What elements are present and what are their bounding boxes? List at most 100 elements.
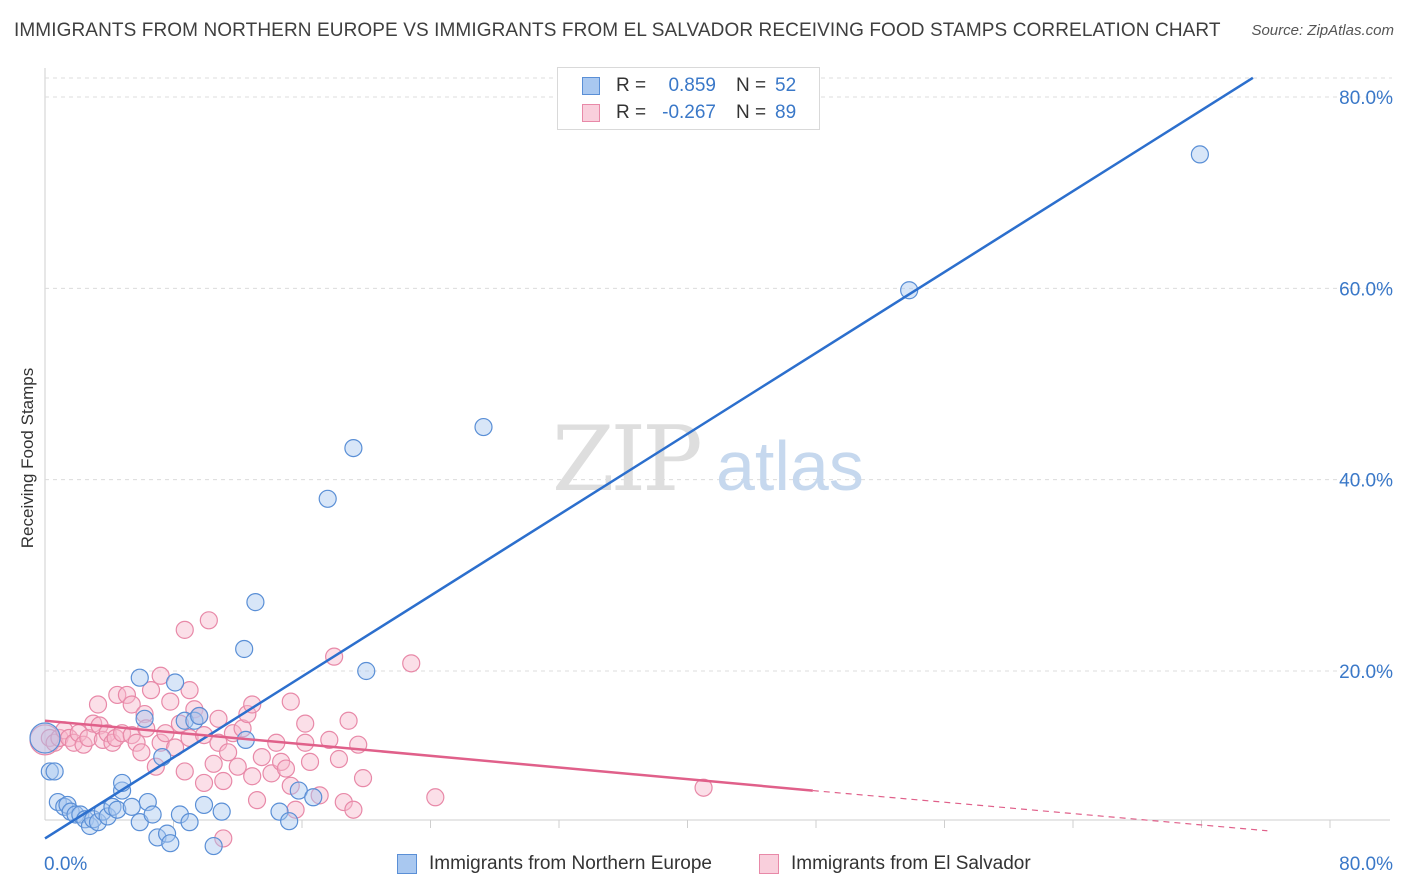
point-el-salvador xyxy=(117,685,137,705)
bottom-legend-northern-europe: Immigrants from Northern Europe xyxy=(397,852,712,876)
point-northern-europe xyxy=(270,802,289,821)
point-el-salvador xyxy=(180,681,199,700)
point-el-salvador xyxy=(141,681,161,700)
point-northern-europe xyxy=(246,593,265,612)
point-el-salvador xyxy=(310,786,329,805)
x-tick-label: 0.0% xyxy=(44,854,87,875)
point-northern-europe xyxy=(190,706,209,726)
point-el-salvador xyxy=(135,704,154,724)
point-northern-europe xyxy=(135,709,154,728)
trend-line-el-salvador-extension xyxy=(812,789,1268,832)
legend-n-value: 52 xyxy=(775,75,797,96)
legend-n-label: N = xyxy=(736,102,767,123)
source-label: Source: ZipAtlas.com xyxy=(1251,22,1394,39)
y-tick-label: 60.0% xyxy=(1339,279,1393,300)
point-el-salvador xyxy=(214,829,233,848)
point-el-salvador xyxy=(276,759,296,778)
y-tick-labels: 20.0% 40.0% 60.0% 80.0% xyxy=(1339,88,1393,683)
point-northern-europe xyxy=(29,722,61,754)
bottom-legend-label: Immigrants from El Salvador xyxy=(791,853,1031,874)
point-northern-europe xyxy=(280,812,299,831)
point-el-salvador xyxy=(247,791,267,810)
watermark-zip: ZIP xyxy=(552,407,700,512)
point-el-salvador xyxy=(334,792,353,812)
point-el-salvador xyxy=(252,747,271,767)
x-tick-labels: 0.0% 80.0% xyxy=(44,854,1393,875)
point-el-salvador xyxy=(199,611,218,630)
point-el-salvador xyxy=(127,733,146,752)
point-northern-europe xyxy=(88,813,108,832)
legend-n-label: N = xyxy=(736,75,767,96)
point-northern-europe xyxy=(122,797,141,816)
legend-r-value: 0.859 xyxy=(668,75,716,96)
point-el-salvador xyxy=(194,773,214,793)
point-northern-europe xyxy=(204,836,223,856)
point-northern-europe xyxy=(1190,145,1209,164)
point-northern-europe xyxy=(130,668,149,687)
bottom-legend-swatch-blue xyxy=(397,854,417,874)
point-el-salvador xyxy=(233,719,252,738)
point-northern-europe xyxy=(108,800,127,819)
correlation-legend: R = 0.859 N = 52 R = -0.267 N = 89 xyxy=(557,67,820,130)
trend-line-el-salvador xyxy=(44,719,813,792)
point-northern-europe xyxy=(157,824,177,843)
watermark-atlas: atlas xyxy=(716,427,864,505)
legend-r-value: -0.267 xyxy=(662,102,716,123)
chart-title: IMMIGRANTS FROM NORTHERN EUROPE VS IMMIG… xyxy=(14,20,1221,41)
legend-swatch-pink xyxy=(582,104,600,122)
point-el-salvador xyxy=(228,757,247,776)
series-northern-europe-points xyxy=(29,145,1209,856)
point-northern-europe xyxy=(161,834,180,853)
point-northern-europe xyxy=(175,711,194,730)
point-northern-europe xyxy=(103,797,122,816)
point-el-salvador xyxy=(353,769,373,788)
point-northern-europe xyxy=(235,639,254,659)
point-el-salvador xyxy=(286,800,305,819)
legend-row-northern-europe: R = 0.859 N = 52 xyxy=(582,74,796,98)
point-northern-europe xyxy=(357,661,376,681)
y-tick-label: 40.0% xyxy=(1339,471,1393,492)
point-el-salvador xyxy=(79,728,98,748)
point-el-salvador xyxy=(209,733,228,752)
point-northern-europe xyxy=(304,788,323,807)
point-el-salvador xyxy=(329,749,349,769)
legend-row-el-salvador: R = -0.267 N = 89 xyxy=(582,101,796,125)
point-northern-europe xyxy=(212,802,231,821)
point-el-salvador xyxy=(402,654,421,673)
point-el-salvador xyxy=(296,714,315,733)
point-el-salvador xyxy=(243,767,262,786)
point-el-salvador xyxy=(300,752,320,771)
point-el-salvador xyxy=(281,692,300,711)
point-northern-europe xyxy=(170,805,190,824)
point-northern-europe xyxy=(166,673,185,692)
legend-swatch-blue xyxy=(582,77,600,95)
point-northern-europe xyxy=(153,747,172,767)
point-el-salvador xyxy=(151,733,170,752)
point-el-salvador xyxy=(339,711,358,730)
point-el-salvador xyxy=(214,771,233,791)
y-tick-label: 80.0% xyxy=(1339,88,1393,109)
y-tick-label: 20.0% xyxy=(1339,662,1393,683)
point-el-salvador xyxy=(694,778,713,797)
point-el-salvador xyxy=(175,762,194,781)
point-el-salvador xyxy=(88,695,108,714)
point-northern-europe xyxy=(318,489,337,508)
point-el-salvador xyxy=(426,788,445,807)
point-el-salvador xyxy=(161,692,180,711)
bottom-legend-label: Immigrants from Northern Europe xyxy=(429,853,712,874)
point-northern-europe xyxy=(143,805,162,824)
point-northern-europe xyxy=(194,795,214,815)
bottom-legend-el-salvador: Immigrants from El Salvador xyxy=(759,852,1031,876)
trend-lines xyxy=(44,76,1268,840)
bottom-legend-swatch-pink xyxy=(759,854,779,874)
point-northern-europe xyxy=(344,438,363,458)
legend-r-label: R = xyxy=(616,75,647,96)
point-el-salvador xyxy=(219,743,238,762)
point-el-salvador xyxy=(132,743,151,762)
point-el-salvador xyxy=(204,754,223,773)
trend-line-northern-europe xyxy=(44,76,1254,840)
point-northern-europe xyxy=(84,810,103,829)
point-el-salvador xyxy=(320,730,339,749)
point-northern-europe xyxy=(180,813,199,832)
